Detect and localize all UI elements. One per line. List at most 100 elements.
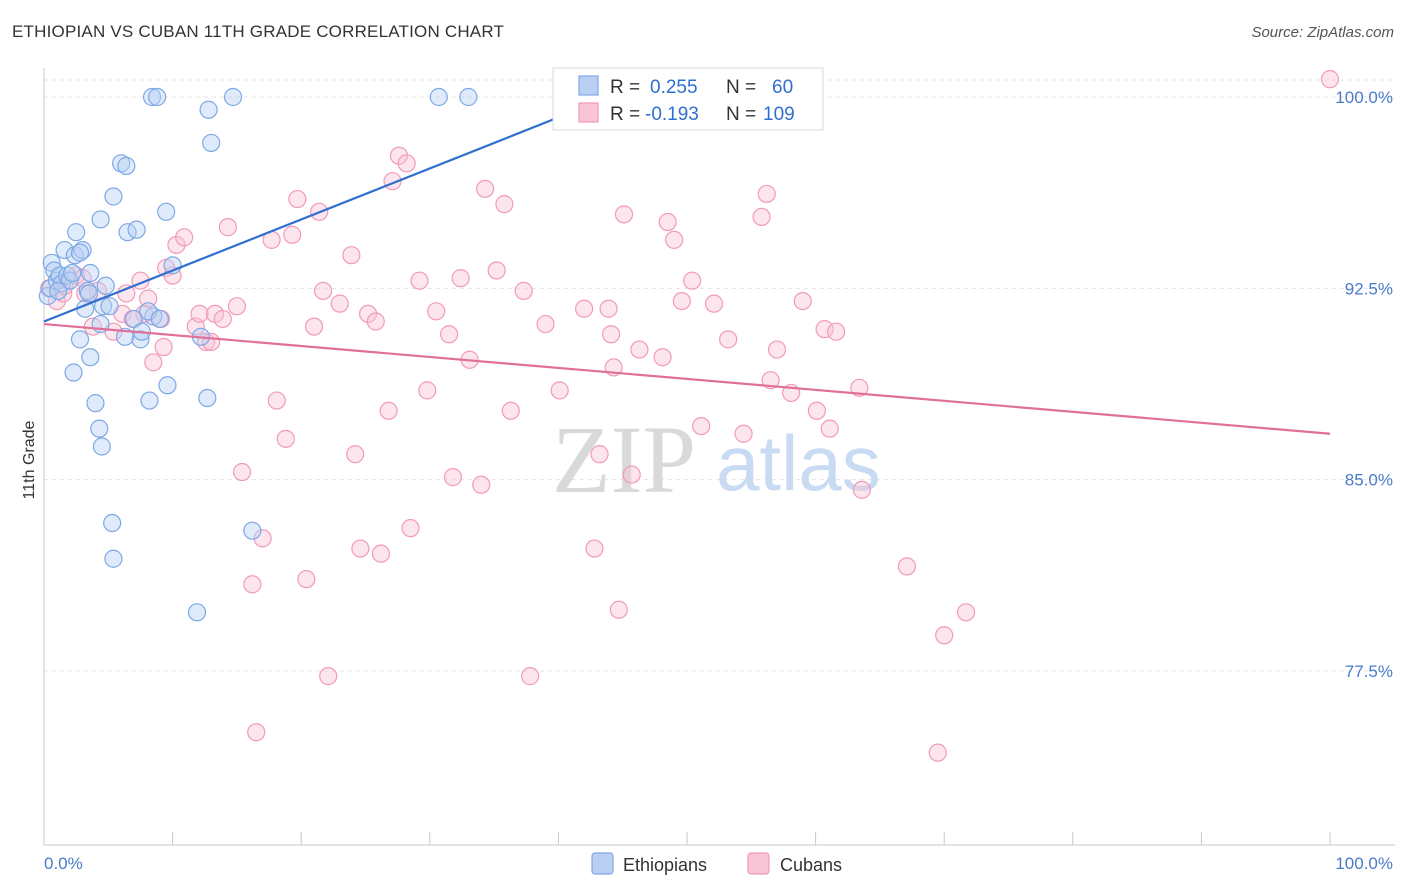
point-ethiopians-7 <box>55 240 74 260</box>
point-cubans-41 <box>319 667 338 686</box>
point-ethiopians-44 <box>187 603 207 622</box>
point-cubans-30 <box>247 723 266 742</box>
point-cubans-92 <box>767 340 787 359</box>
point-ethiopians-40 <box>429 87 448 107</box>
point-ethiopians-57 <box>91 210 110 229</box>
legend-swatch-cubans <box>578 102 599 123</box>
point-cubans-48 <box>371 544 391 563</box>
point-cubans-83 <box>672 291 691 311</box>
point-cubans-82 <box>665 230 684 249</box>
chart-title: ETHIOPIAN VS CUBAN 11TH GRADE CORRELATIO… <box>12 22 505 41</box>
point-ethiopians-58 <box>117 156 136 175</box>
point-ethiopians-35 <box>202 133 221 153</box>
point-cubans-38 <box>304 317 324 336</box>
point-ethiopians-43 <box>104 549 123 568</box>
point-ethiopians-45 <box>243 521 262 540</box>
point-ethiopians-27 <box>127 220 146 239</box>
point-cubans-40 <box>313 281 333 300</box>
point-cubans-44 <box>346 445 365 464</box>
point-ethiopians-56 <box>100 297 119 316</box>
point-ethiopians-52 <box>150 309 169 329</box>
y-axis-title: 11th Grade <box>21 420 38 499</box>
point-cubans-34 <box>276 429 295 448</box>
point-cubans-27 <box>227 297 246 316</box>
point-ethiopians-39 <box>223 87 243 107</box>
point-cubans-56 <box>427 302 446 321</box>
point-cubans-61 <box>472 475 491 494</box>
point-ethiopians-37 <box>142 87 162 107</box>
point-cubans-47 <box>366 312 385 331</box>
trendline-ethiopians <box>43 95 611 323</box>
point-cubans-66 <box>514 281 533 300</box>
point-ethiopians-59 <box>70 243 90 262</box>
point-cubans-88 <box>734 424 753 443</box>
point-ethiopians-21 <box>92 437 111 456</box>
point-cubans-89 <box>752 207 771 227</box>
point-cubans-36 <box>288 189 307 209</box>
y-tick-label-3: 100.0% <box>1335 88 1393 107</box>
point-cubans-104 <box>956 603 976 622</box>
point-cubans-94 <box>793 291 812 311</box>
point-cubans-57 <box>439 325 459 344</box>
axes <box>43 68 1395 846</box>
point-cubans-98 <box>827 322 846 341</box>
point-cubans-103 <box>935 626 954 645</box>
point-cubans-45 <box>351 539 370 558</box>
point-cubans-52 <box>397 154 416 173</box>
point-cubans-29 <box>243 575 262 594</box>
point-ethiopians-41 <box>459 87 478 107</box>
point-ethiopians-28 <box>131 330 150 349</box>
point-cubans-55 <box>418 381 437 400</box>
point-cubans-84 <box>683 271 702 290</box>
point-cubans-13 <box>144 353 163 372</box>
legend-r-value-cubans: -0.193 <box>645 104 699 125</box>
point-ethiopians-31 <box>157 202 176 221</box>
point-cubans-76 <box>609 600 628 619</box>
point-cubans-49 <box>379 401 398 420</box>
point-cubans-70 <box>575 299 594 318</box>
chart-source: Source: ZipAtlas.com <box>1251 24 1394 41</box>
point-ethiopians-29 <box>140 391 159 410</box>
point-cubans-15 <box>154 337 173 357</box>
legend-r-label-ethiopians: R = <box>610 77 640 98</box>
point-cubans-26 <box>218 218 237 237</box>
trendline-cubans <box>43 322 1331 435</box>
legend-r-label-cubans: R = <box>610 104 640 125</box>
point-ethiopians-42 <box>103 513 122 533</box>
point-cubans-73 <box>599 299 618 318</box>
point-cubans-58 <box>443 468 463 487</box>
point-ethiopians-17 <box>81 263 100 283</box>
point-cubans-95 <box>807 401 826 420</box>
point-cubans-79 <box>630 340 649 359</box>
point-cubans-105 <box>1320 70 1340 89</box>
point-cubans-46 <box>358 304 378 323</box>
point-cubans-65 <box>501 401 520 420</box>
point-ethiopians-38 <box>148 87 167 107</box>
point-ethiopians-10 <box>63 263 82 283</box>
point-cubans-100 <box>852 480 871 499</box>
point-cubans-12 <box>139 289 158 308</box>
point-ethiopians-47 <box>81 348 100 367</box>
point-cubans-19 <box>175 228 194 247</box>
point-cubans-72 <box>590 445 609 464</box>
point-cubans-68 <box>536 314 555 334</box>
point-cubans-31 <box>253 529 272 548</box>
point-ethiopians-22 <box>96 276 115 295</box>
point-cubans-101 <box>897 557 917 576</box>
bottom-legend: Ethiopians Cubans <box>591 852 842 875</box>
point-cubans-74 <box>602 325 621 344</box>
bottom-legend-label-ethiopians: Ethiopians <box>623 855 707 875</box>
x-tick-labels: 0.0% 100.0% <box>44 854 1393 873</box>
y-tick-label-2: 92.5% <box>1345 279 1393 298</box>
legend: R = 0.255 N = 60 R = -0.193 N = 109 <box>552 67 824 131</box>
bottom-legend-swatch-cubans <box>747 852 770 875</box>
point-ethiopians-13 <box>70 330 90 349</box>
point-cubans-18 <box>167 235 186 255</box>
point-cubans-53 <box>401 519 420 538</box>
point-cubans-59 <box>451 269 470 288</box>
point-cubans-87 <box>719 330 738 349</box>
point-cubans-25 <box>213 309 232 329</box>
bottom-legend-swatch-ethiopians <box>591 852 614 875</box>
point-cubans-86 <box>704 294 724 313</box>
